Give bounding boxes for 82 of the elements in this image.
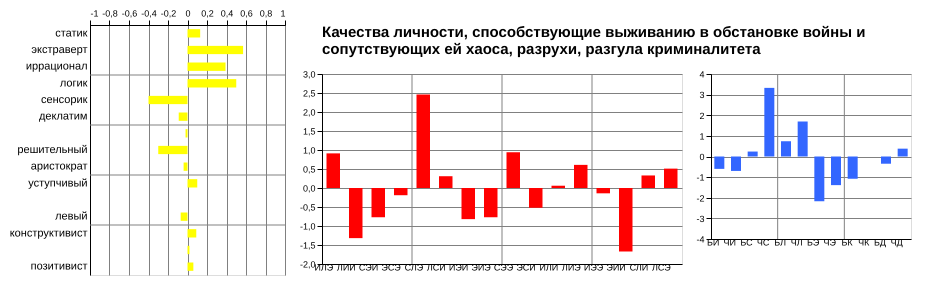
bar — [349, 188, 362, 238]
bar — [596, 188, 610, 194]
y-tick-label: 0,0 — [302, 184, 316, 194]
y-tick-label: 1,5 — [302, 126, 316, 136]
x-tick-label: 0,2 — [201, 8, 214, 18]
bar — [188, 62, 226, 71]
bar — [798, 121, 808, 156]
bar — [731, 156, 741, 171]
bar — [664, 168, 678, 188]
y-tick-label: 1,0 — [302, 146, 316, 156]
bar — [814, 156, 824, 202]
y-tick-label: экстраверт — [31, 44, 88, 56]
y-tick-label: левый — [55, 210, 88, 223]
y-tick-label: 3,0 — [302, 70, 316, 80]
bar — [781, 141, 791, 156]
x-tick-label: 0 — [185, 8, 191, 18]
bar — [188, 79, 236, 88]
y-tick-label: иррационал — [26, 60, 88, 73]
x-tick-label: 0,6 — [240, 8, 253, 18]
chart-title: Качества личности, способствующие выживанию в обстановке войны и сопутствующих ей хаоса, разрухи, разгула криминалитета — [322, 24, 866, 58]
bar — [184, 162, 188, 171]
x-tick-label: -0,4 — [141, 8, 157, 18]
x-tick-label: 1 — [280, 8, 286, 18]
bar — [642, 175, 655, 188]
bar — [529, 188, 542, 208]
y-tick-label: -1,0 — [300, 222, 316, 232]
bar — [462, 188, 475, 220]
bar — [326, 153, 340, 188]
y-tick-label: статик — [55, 27, 88, 40]
bar — [714, 156, 724, 169]
y-tick-label: аристократ — [30, 160, 88, 173]
y-tick-label: деклатим — [38, 110, 88, 123]
y-tick-label: -1 — [696, 172, 704, 183]
y-tick-label: -3 — [696, 214, 704, 224]
bar — [764, 88, 774, 156]
y-tick-label: 0,5 — [302, 164, 316, 174]
bar — [748, 152, 758, 156]
y-tick-label: -1,5 — [300, 240, 316, 250]
y-tick-label: 1 — [699, 131, 704, 142]
x-tick-label: 0,4 — [220, 8, 234, 18]
bar — [831, 156, 841, 186]
y-tick-label: решительный — [17, 144, 88, 156]
y-tick-label: 2,5 — [302, 88, 316, 98]
bar — [881, 156, 891, 164]
y-tick-label: уступчивый — [28, 177, 88, 190]
bar — [148, 96, 188, 104]
x-tick-label: -0,8 — [102, 8, 118, 18]
bar — [416, 94, 430, 188]
x-tick-label: -1 — [90, 8, 99, 18]
bar — [848, 156, 858, 179]
bar — [188, 179, 198, 188]
y-tick-label: логик — [60, 77, 88, 90]
bar — [506, 152, 520, 188]
bar — [188, 29, 200, 38]
y-tick-label: 3 — [699, 90, 704, 100]
bar — [619, 188, 632, 252]
y-tick-label: -2 — [696, 193, 704, 204]
bar — [372, 188, 385, 218]
bar — [188, 229, 196, 238]
y-tick-label: конструктивист — [10, 227, 88, 240]
y-tick-label: 2,0 — [302, 108, 316, 118]
y-tick-label: 2 — [699, 110, 704, 121]
bar — [158, 146, 188, 154]
bar — [898, 148, 908, 156]
bar — [188, 46, 244, 54]
y-tick-label: -4 — [696, 234, 704, 244]
x-tick-label: -0,6 — [122, 8, 138, 18]
bar — [439, 176, 452, 188]
x-tick-label: -0,2 — [160, 8, 176, 18]
y-tick-label: сенсорик — [40, 94, 88, 106]
bar — [188, 262, 194, 271]
y-tick-label: -2,0 — [300, 260, 316, 270]
bar — [574, 164, 588, 188]
y-tick-label: 4 — [699, 70, 704, 80]
y-tick-label: 0 — [699, 152, 704, 162]
y-tick-label: позитивист — [30, 260, 88, 273]
bar — [484, 188, 498, 218]
x-tick-label: 0,8 — [260, 8, 272, 18]
bar — [180, 212, 188, 221]
bar — [178, 112, 188, 121]
bar — [394, 188, 408, 196]
y-tick-label: -0,5 — [300, 202, 316, 212]
